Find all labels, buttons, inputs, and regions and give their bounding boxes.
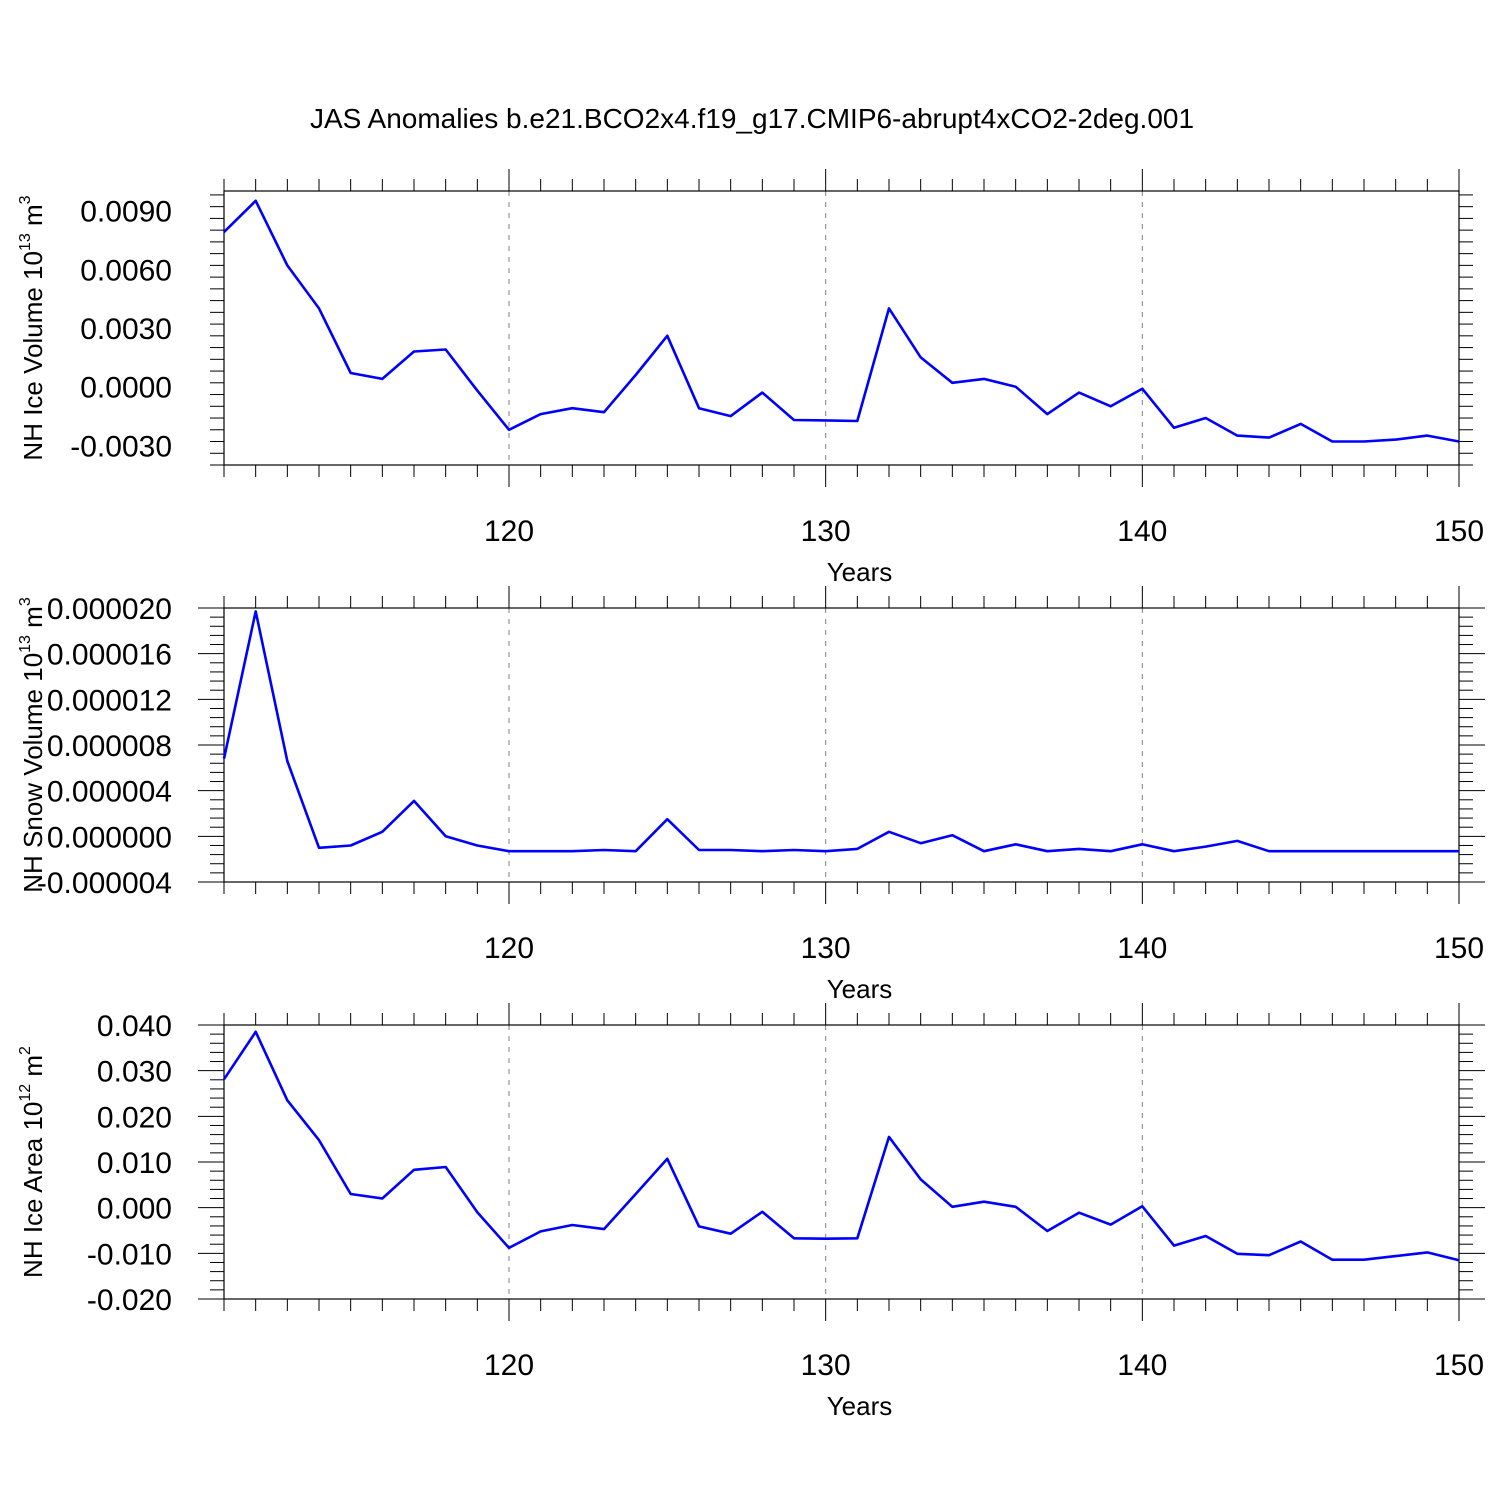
x-tick-label: 130 (801, 515, 851, 548)
plot-frame (223, 607, 1460, 883)
x-axis-label: Years (827, 1391, 893, 1421)
y-label-part: m (18, 606, 48, 635)
x-tick-label: 140 (1117, 932, 1167, 965)
y-label-superscript: 13 (17, 233, 34, 251)
y-tick-label: 0.000008 (47, 730, 172, 763)
y-label-part: m (18, 204, 48, 233)
y-axis-label: NH Ice Volume 1013 m3 (17, 195, 48, 460)
y-tick-label: 0.000004 (47, 776, 172, 809)
series-line (222, 1030, 1460, 1262)
y-tick-label: 0.020 (97, 1101, 172, 1134)
panel-3: -0.020 -0.010 0.000 0.010 0.020 0.030 0.040 120… (17, 1003, 1485, 1421)
x-tick-label: 150 (1434, 1349, 1484, 1382)
y-tick-label: 0.000020 (47, 593, 172, 626)
y-tick-label: 0.000 (97, 1193, 172, 1226)
plot-frame (223, 190, 1460, 466)
y-axis-label: NH Ice Area 1012 m2 (17, 1046, 48, 1278)
y-tick-label: 0.0090 (80, 196, 172, 229)
y-tick-label: 0.010 (97, 1147, 172, 1180)
x-tick-label: 140 (1117, 515, 1167, 548)
y-tick-label: -0.0030 (70, 430, 172, 463)
series-line (223, 199, 1460, 443)
y-tick-label: -0.000004 (37, 867, 172, 900)
x-tick-label: 120 (484, 515, 534, 548)
y-label-part: m (18, 1055, 48, 1084)
y-tick-label: 0.000012 (47, 684, 172, 717)
y-tick-label: 0.0060 (80, 254, 172, 287)
y-axis-label: NH Snow Volume 1013 m3 (17, 597, 48, 893)
y-tick-label: 0.000000 (47, 821, 172, 854)
y-tick-label: -0.010 (87, 1238, 172, 1271)
y-label-superscript: 2 (17, 1046, 34, 1055)
plot-frame (223, 1024, 1460, 1300)
x-axis-label: Years (827, 557, 893, 587)
x-tick-label: 130 (801, 932, 851, 965)
x-tick-label: 120 (484, 1349, 534, 1382)
x-tick-label: 150 (1434, 515, 1484, 548)
y-label-part: NH Ice Area 10 (18, 1102, 48, 1278)
panel-1: -0.0030 0.0000 0.0030 0.0060 0.0090 120 130 140… (17, 169, 1484, 587)
y-tick-label: 0.030 (97, 1056, 172, 1089)
y-label-superscript: 3 (17, 597, 34, 606)
x-axis-label: Years (827, 974, 893, 1004)
x-tick-label: 150 (1434, 932, 1484, 965)
y-tick-label: -0.020 (87, 1284, 172, 1317)
y-tick-label: 0.040 (97, 1010, 172, 1043)
x-tick-label: 120 (484, 932, 534, 965)
y-tick-label: 0.0030 (80, 313, 172, 346)
figure-title: JAS Anomalies b.e21.BCO2x4.f19_g17.CMIP6… (310, 103, 1194, 134)
y-label-superscript: 12 (17, 1084, 34, 1102)
panels: -0.0030 0.0000 0.0030 0.0060 0.0090 120 130 140… (17, 169, 1485, 1421)
y-tick-label: 0.0000 (80, 372, 172, 405)
x-tick-label: 140 (1117, 1349, 1167, 1382)
y-tick-label: 0.000016 (47, 639, 172, 672)
series-line (222, 610, 1459, 853)
y-label-part: NH Snow Volume 10 (18, 653, 48, 893)
x-tick-label: 130 (801, 1349, 851, 1382)
y-label-superscript: 13 (17, 635, 34, 653)
y-label-part: NH Ice Volume 10 (18, 251, 48, 461)
y-label-superscript: 3 (17, 195, 34, 204)
panel-2: -0.000004 0.000000 0.000004 0.000008 0.00001… (17, 586, 1485, 1004)
